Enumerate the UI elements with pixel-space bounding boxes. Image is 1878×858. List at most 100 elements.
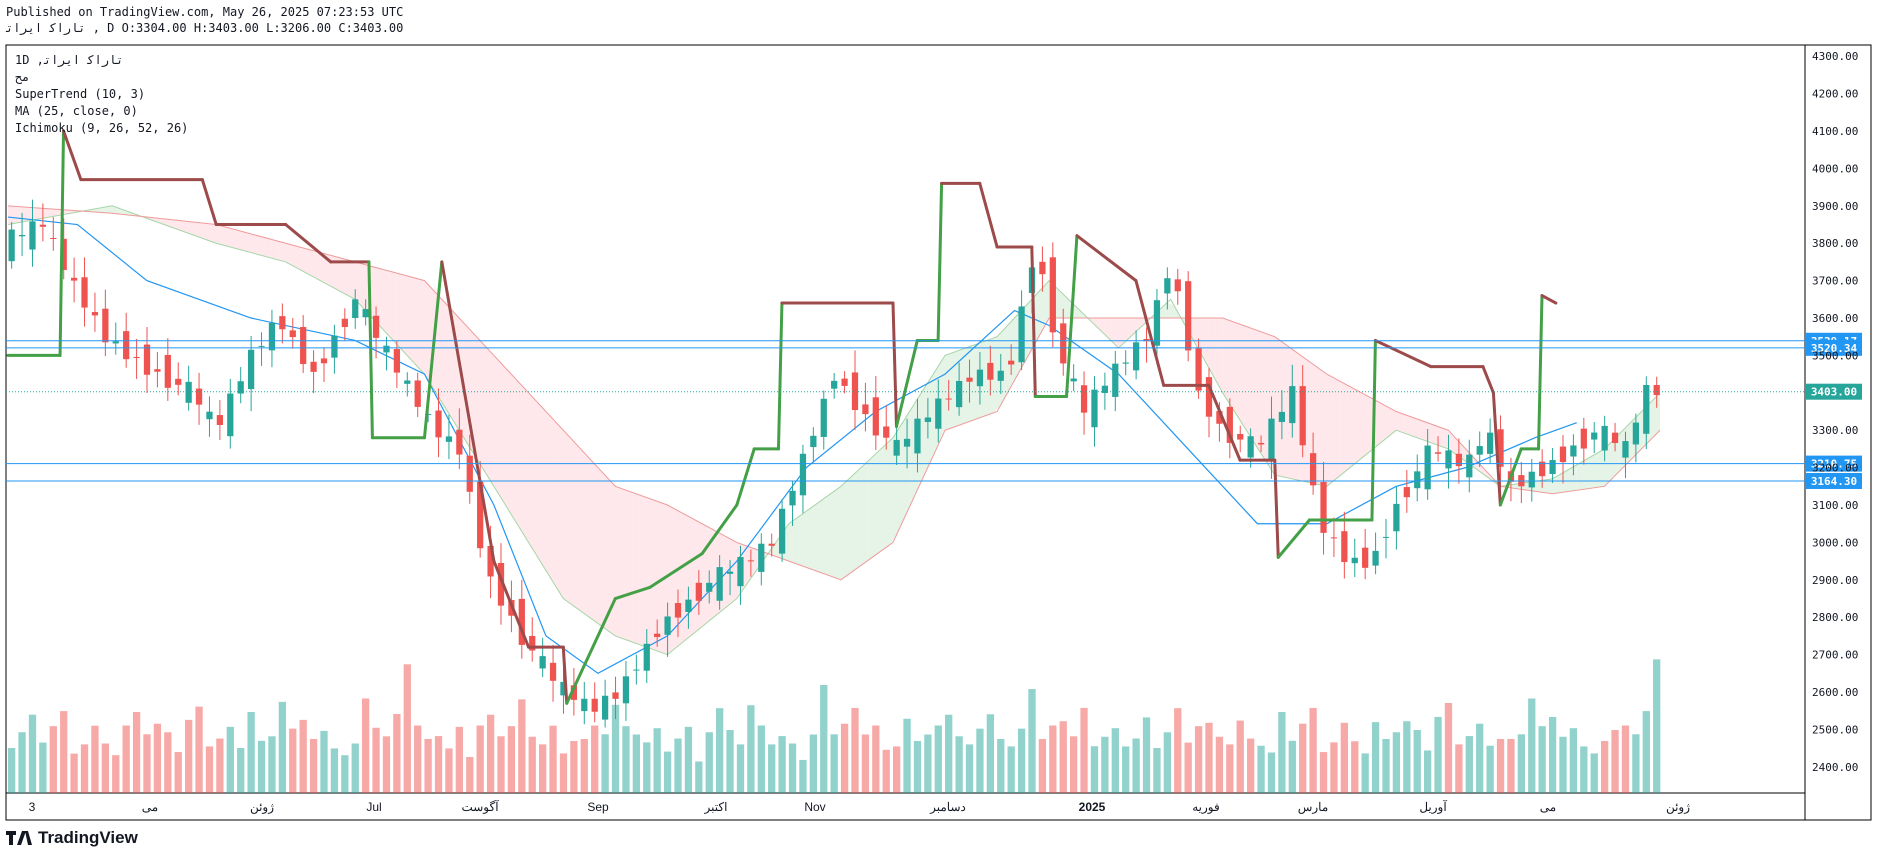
volume-bar [965, 744, 974, 793]
volume-bar [1611, 730, 1619, 793]
x-tick-label: ژوئن [1666, 800, 1690, 814]
volume-bar [1111, 728, 1119, 793]
candle-body [945, 398, 952, 400]
volume-bar [1580, 746, 1588, 793]
candle-body [164, 354, 171, 388]
y-tick-label: 2400.00 [1812, 761, 1858, 774]
tradingview-logo[interactable]: TradingView [6, 828, 138, 848]
volume-bar [643, 742, 651, 793]
volume-bar [611, 704, 620, 793]
volume-bar [278, 701, 286, 793]
cloud-segment [1590, 452, 1598, 489]
legend-ma[interactable]: MA (25, close, 0) [15, 104, 138, 118]
volume-bar [414, 725, 422, 793]
candle-body [966, 377, 973, 382]
volume-bar [1330, 742, 1338, 793]
volume-bar [1465, 736, 1473, 793]
price-line-tag [1806, 339, 1862, 356]
candle-body [1132, 342, 1140, 371]
volume-bar [684, 726, 693, 793]
cloud-segment [188, 221, 196, 236]
cloud-segment [1597, 448, 1605, 488]
volume-bar [28, 714, 37, 793]
candle-body [539, 656, 546, 669]
volume-bar [778, 736, 786, 793]
volume-bar [226, 726, 234, 793]
candle-body [1060, 323, 1067, 364]
cloud-edge [7, 205, 1661, 656]
volume-bar [945, 714, 953, 793]
volume-bar [1548, 716, 1557, 793]
volume-bar [851, 707, 859, 793]
legend-supertrend[interactable]: SuperTrend (10, 3) [15, 87, 146, 101]
cloud-segment [202, 223, 210, 241]
candle-body [1424, 445, 1431, 490]
cloud-segment [375, 267, 383, 330]
legend-ichimoku[interactable]: Ichimoku (9, 26, 52, 26) [15, 121, 189, 135]
volume-bar [840, 723, 849, 793]
volume-bar [1434, 716, 1442, 793]
candle-body [497, 562, 505, 606]
y-axis[interactable]: 4300.00 4200.00 4100.00 4000.00 3900.00 3800.… [1812, 50, 1858, 774]
volume-bar [903, 718, 911, 793]
volume-bar [351, 743, 359, 793]
volume-bar [60, 711, 68, 793]
cloud-segment [160, 218, 168, 226]
candle-body [70, 277, 78, 281]
candle-body [29, 221, 36, 250]
volume-bar [205, 746, 214, 793]
cloud-segment [292, 245, 300, 270]
legend-symbol[interactable]: 1D ,ﺗﺎﺭﺍﮐ ﺍﻳﺮﺍﺗ [15, 53, 124, 67]
cloud-segment [646, 497, 654, 650]
candle-body [893, 439, 900, 456]
x-tick-label: می [142, 800, 158, 814]
y-tick-label: 3700.00 [1812, 275, 1858, 288]
volume-bar [1257, 745, 1265, 793]
cloud-segment [42, 208, 50, 219]
candle-body [549, 662, 557, 681]
cloud-segment [514, 377, 522, 532]
cloud-segment [1243, 325, 1251, 437]
candle-body [685, 599, 692, 612]
volume-bar [1236, 720, 1244, 793]
x-tick-label: آگوست [461, 799, 499, 814]
cloud-segment [341, 258, 349, 296]
cloud-segment [729, 538, 737, 605]
cloud-segment [493, 355, 501, 498]
candle-body [445, 436, 453, 442]
volume-bar [497, 736, 505, 793]
cloud-segment [334, 256, 342, 292]
cloud-segment [702, 523, 710, 627]
volume-bar [466, 757, 474, 793]
candle-body [778, 508, 786, 554]
cloud-segment [1437, 426, 1445, 448]
y-tick-label: 2700.00 [1812, 649, 1858, 662]
cloud-segment [105, 205, 113, 214]
candle-body [601, 695, 609, 720]
supertrend-segment [1075, 234, 1138, 283]
cloud-segment [681, 512, 689, 644]
supertrend-segment [700, 503, 739, 556]
cloud-segment [355, 261, 362, 307]
candle-body [976, 369, 984, 387]
volume-bar [153, 723, 162, 793]
y-tick-label: 3600.00 [1812, 312, 1858, 325]
candle-body [81, 277, 88, 308]
y-tick-label: 4300.00 [1812, 50, 1858, 63]
volume-bar [913, 741, 922, 793]
candle-body [133, 356, 140, 359]
price-line-label: 3520.34 [1811, 342, 1858, 355]
volume-bar [1392, 732, 1401, 793]
volume-bar [1101, 736, 1109, 793]
volume-bar [726, 730, 734, 793]
cloud-segment [1132, 318, 1140, 335]
cloud-segment [8, 205, 15, 225]
candle-body [435, 410, 442, 438]
supertrend-segment [440, 260, 496, 563]
cloud-segment [931, 366, 939, 461]
published-info: Published on TradingView.com, May 26, 20… [6, 5, 404, 19]
x-axis[interactable]: 3 می ژوئن Jul آگوست Sep اکتبر Nov دسامبر 2025 فوری… [29, 799, 1691, 814]
cloud-segment [264, 237, 272, 259]
candle-body [1080, 385, 1088, 413]
